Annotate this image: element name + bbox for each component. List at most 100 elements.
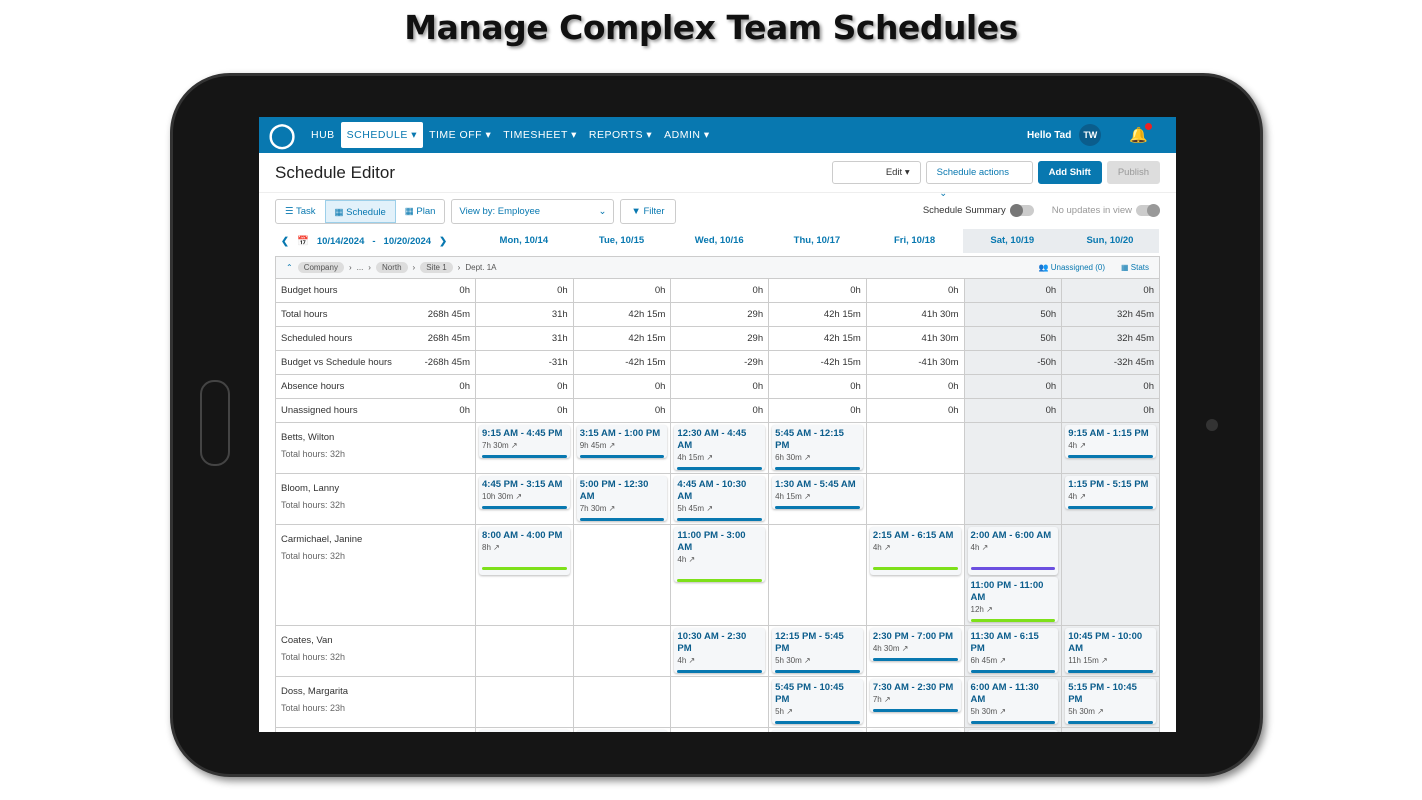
start-date[interactable]: 10/14/2024 <box>316 235 365 247</box>
day-cell[interactable]: 5:45 PM - 10:45 PM 5h ↗ <box>768 676 867 728</box>
day-cell[interactable] <box>572 625 672 677</box>
shift-card[interactable]: 1:15 PM - 5:15 PM 4h ↗ <box>1065 476 1156 509</box>
shift-card[interactable]: 3:15 AM - 10:00 AM6h 45m ↗ <box>967 730 1059 732</box>
shift-card[interactable]: 4:45 AM - 10:30 AM 5h 45m ↗ <box>674 476 766 521</box>
nav-reports[interactable]: REPORTS ▾ <box>588 129 653 141</box>
employee-cell[interactable]: Leal, MaryTotal hours: 32h <box>275 727 476 732</box>
shift-card[interactable]: 11:00 PM - 3:00 AM 4h ↗ <box>674 527 766 582</box>
shift-card[interactable]: 2:15 AM - 6:15 AM 4h ↗ <box>869 527 961 575</box>
day-cell[interactable]: 11:00 PM - 3:00 AM 4h ↗ <box>670 524 770 626</box>
day-cell[interactable]: 11:30 AM - 6:15 PM 6h 45m ↗ <box>963 625 1063 677</box>
nav-time-off[interactable]: TIME OFF ▾ <box>429 129 492 141</box>
day-cell[interactable]: 5:15 PM - 10:45 PM 5h 30m ↗ <box>1061 676 1160 728</box>
filter-button[interactable]: ▼ Filter <box>620 198 676 224</box>
shift-card[interactable]: 5:00 PM - 12:30 AM 7h 30m ↗ <box>576 476 668 521</box>
day-cell[interactable]: 12:15 PM - 5:45 PM 5h 30m ↗ <box>768 625 867 677</box>
avatar[interactable]: TW <box>1079 124 1102 146</box>
logo-icon[interactable]: ◯ <box>268 121 296 149</box>
day-cell[interactable]: 10:30 AM - 2:30 PM 4h ↗ <box>670 625 770 677</box>
day-cell[interactable] <box>1061 727 1160 732</box>
day-cell[interactable]: 5:45 AM - 12:15 PM 6h 30m ↗ <box>768 422 867 474</box>
bell-icon[interactable]: 🔔 <box>1129 123 1152 144</box>
day-cell[interactable] <box>865 473 965 525</box>
day-cell[interactable]: 7:30 AM - 2:30 PM 7h ↗ <box>865 676 965 728</box>
next-week-button[interactable]: ❯ <box>439 235 448 247</box>
employee-cell[interactable]: Bloom, Lanny Total hours: 32h <box>275 473 476 525</box>
day-cell[interactable] <box>475 625 574 677</box>
view-schedule[interactable]: ▦ Schedule <box>324 199 396 223</box>
day-cell[interactable]: 4:45 PM - 3:15 AM 10h 30m ↗ <box>475 473 574 525</box>
day-cell[interactable] <box>670 727 770 732</box>
day-cell[interactable] <box>572 524 672 626</box>
nav-admin[interactable]: ADMIN ▾ <box>664 129 710 141</box>
shift-card[interactable]: 9:15 AM - 4:45 PM 7h 30m ↗ <box>479 425 570 458</box>
day-cell[interactable] <box>670 676 770 728</box>
shift-card[interactable]: 12:15 PM - 5:45 PM 5h 30m ↗ <box>772 628 863 673</box>
view-plan[interactable]: ▦ Plan <box>404 205 436 217</box>
employee-cell[interactable]: Coates, Van Total hours: 32h <box>275 625 476 677</box>
shift-card[interactable]: 5:45 PM - 10:45 PM 5h ↗ <box>772 679 863 724</box>
shift-card[interactable]: 4:45 PM - 3:15 AM 10h 30m ↗ <box>479 476 570 509</box>
day-cell[interactable] <box>475 676 574 728</box>
nav-schedule[interactable]: SCHEDULE ▾ <box>340 122 424 148</box>
shift-card[interactable]: 6:00 AM - 11:30 AM 5h 30m ↗ <box>967 679 1059 724</box>
breadcrumb-item[interactable]: North <box>375 262 408 273</box>
day-cell[interactable]: 8:00 AM - 4:00 PM 8h ↗ <box>475 524 574 626</box>
shift-card[interactable]: 8:00 AM - 4:00 PM 8h ↗ <box>479 527 570 575</box>
shift-card[interactable]: 5:45 AM - 12:15 PM 6h 30m ↗ <box>772 425 863 470</box>
breadcrumb-item[interactable]: ... <box>356 263 364 272</box>
shift-card[interactable]: 7:30 AM - 2:30 PM 7h ↗ <box>869 679 961 712</box>
schedule-summary-toggle[interactable]: Schedule Summary <box>923 204 1034 218</box>
shift-card[interactable]: 10:30 AM - 2:30 PM 4h ↗ <box>674 628 766 673</box>
day-cell[interactable]: 1:15 PM - 5:15 PM 4h ↗ <box>1061 473 1160 525</box>
day-cell[interactable]: 2:15 AM - 6:15 AM 4h ↗ <box>865 524 965 626</box>
no-updates-toggle[interactable]: No updates in view <box>1052 204 1160 218</box>
employee-cell[interactable]: Carmichael, Janine Total hours: 32h <box>275 524 476 626</box>
shift-card[interactable]: 1:30 AM - 5:45 AM 4h 15m ↗ <box>772 476 863 509</box>
employee-cell[interactable]: Doss, Margarita Total hours: 23h <box>275 676 476 728</box>
day-cell[interactable]: 2:00 AM - 6:00 AM 4h ↗ 11:00 PM - 11:00 AM… <box>963 524 1063 626</box>
employee-cell[interactable]: Betts, Wilton Total hours: 32h <box>275 422 476 474</box>
day-cell[interactable] <box>963 473 1063 525</box>
day-cell[interactable] <box>963 422 1063 474</box>
schedule-actions-button[interactable]: Schedule actions ⌄ <box>925 161 1033 199</box>
add-shift-button[interactable]: Add Shift <box>1037 161 1102 184</box>
collapse-icon[interactable]: ⌃ <box>286 263 293 272</box>
day-cell[interactable]: 2:30 PM - 7:00 PM 4h 30m ↗ <box>865 625 965 677</box>
day-cell[interactable]: 9:15 AM - 4:45 PM 7h 30m ↗ <box>475 422 574 474</box>
day-cell[interactable]: 9:15 AM - 1:15 PM 4h ↗ <box>1061 422 1160 474</box>
nav-hub[interactable]: HUB <box>305 122 341 148</box>
day-cell[interactable] <box>865 422 965 474</box>
end-date[interactable]: 10/20/2024 <box>383 235 432 247</box>
day-cell[interactable]: 4:45 AM - 10:30 AM 5h 45m ↗ <box>670 473 770 525</box>
shift-card[interactable]: 9:15 AM - 1:15 PM 4h ↗ <box>1065 425 1156 458</box>
day-cell[interactable]: 12:30 AM - 4:45 AM 4h 15m ↗ <box>670 422 770 474</box>
day-cell[interactable]: 6:00 AM - 11:30 AM 5h 30m ↗ <box>963 676 1063 728</box>
breadcrumb-item[interactable]: Site 1 <box>420 262 453 273</box>
shift-card[interactable]: 5:15 PM - 10:45 PM 5h 30m ↗ <box>1065 679 1156 724</box>
unassigned-button[interactable]: 👥 Unassigned (0) <box>1038 263 1105 272</box>
view-task[interactable]: ☰ Task <box>285 205 316 217</box>
prev-week-button[interactable]: ❮ <box>281 235 289 247</box>
calendar-icon[interactable]: 📅 <box>296 235 309 247</box>
edit-button[interactable]: Edit ▾ <box>831 161 921 184</box>
stats-button[interactable]: ▦ Stats <box>1120 263 1149 272</box>
shift-card[interactable]: 3:15 AM - 1:00 PM 9h 45m ↗ <box>576 425 668 458</box>
day-cell[interactable] <box>1061 524 1160 626</box>
day-cell[interactable]: 1:30 AM - 5:45 AM 4h 15m ↗ <box>768 473 867 525</box>
shift-card[interactable]: 12:30 AM - 4:45 AM 4h 15m ↗ <box>674 425 766 470</box>
day-cell[interactable] <box>768 524 867 626</box>
day-cell[interactable]: 3:15 AM - 1:00 PM 9h 45m ↗ <box>572 422 672 474</box>
day-cell[interactable]: 10:45 PM - 10:00 AM 11h 15m ↗ <box>1061 625 1160 677</box>
shift-card[interactable]: 2:00 AM - 6:00 AM 4h ↗ <box>967 527 1059 575</box>
nav-timesheet[interactable]: TIMESHEET ▾ <box>503 129 577 141</box>
shift-card[interactable]: 2:30 PM - 7:00 PM 4h 30m ↗ <box>869 628 961 661</box>
publish-button[interactable]: Publish <box>1106 161 1160 184</box>
